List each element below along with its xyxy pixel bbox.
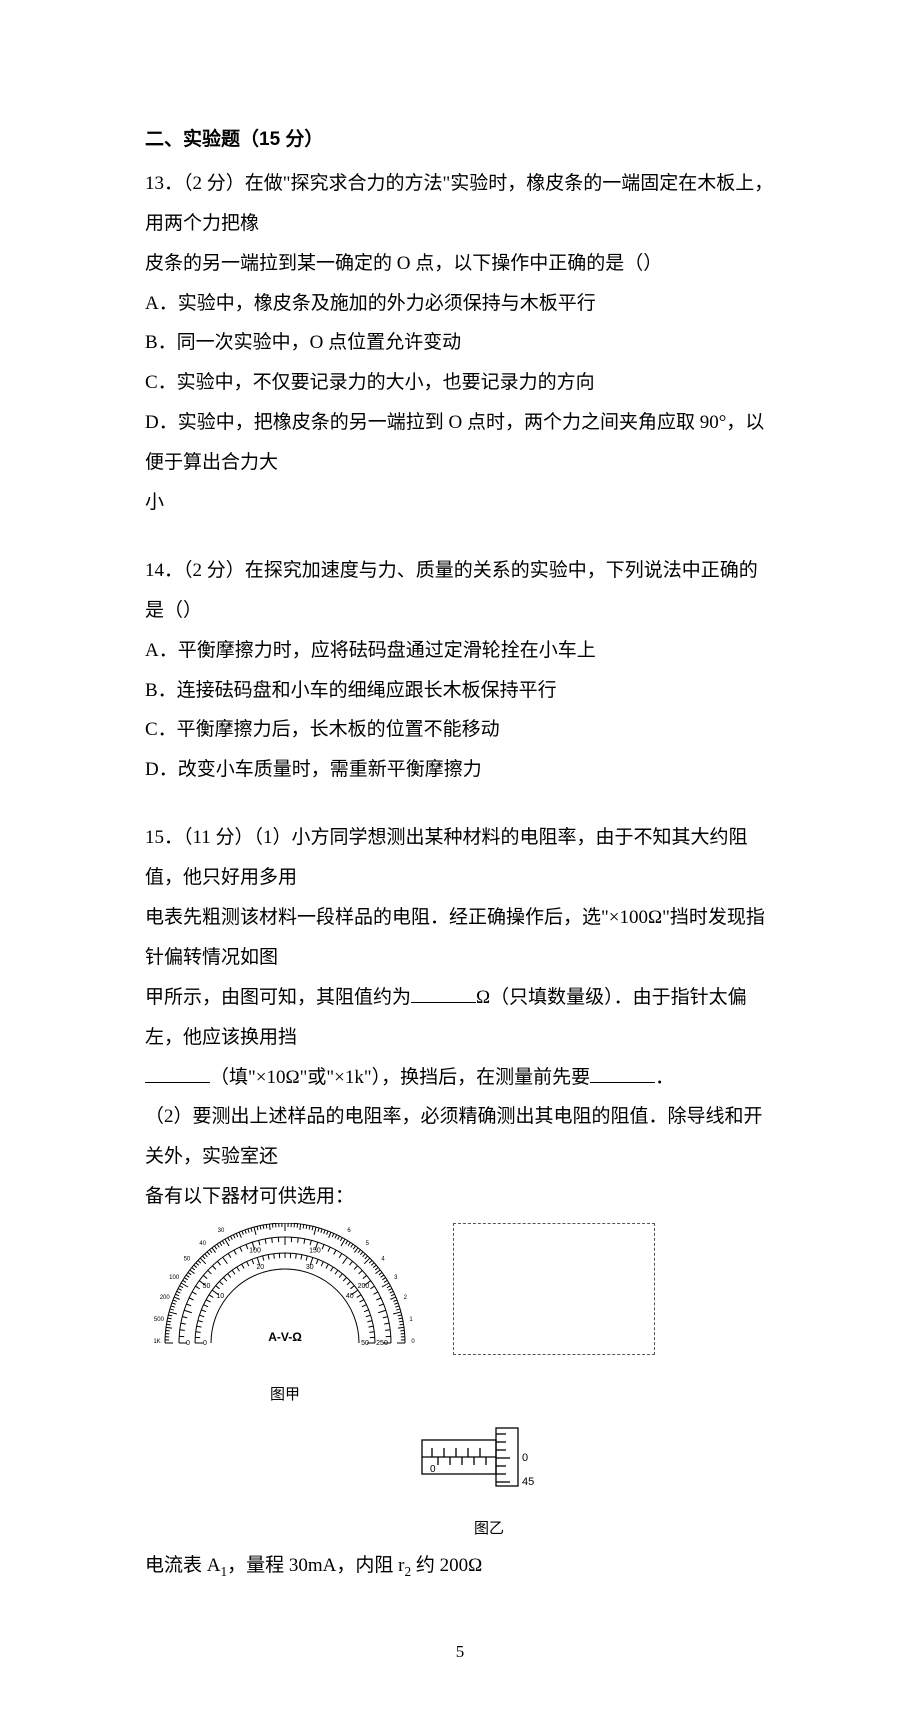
q15-p1-line3: 甲所示，由图可知，其阻值约为Ω（只填数量级）．由于指针太偏左，他应该换用挡	[145, 978, 775, 1058]
svg-text:50: 50	[203, 1283, 211, 1290]
svg-text:150: 150	[309, 1248, 321, 1255]
svg-text:40: 40	[199, 1241, 206, 1247]
figure-row: A-V-Ω 1K5002001005040302520151086543210 …	[145, 1223, 775, 1411]
q14-stem: 14．（2 分）在探究加速度与力、质量的关系的实验中，下列说法中正确的是（）	[145, 551, 775, 631]
svg-text:0: 0	[411, 1339, 415, 1345]
blank-range-choice	[145, 1061, 210, 1083]
q13-option-c: C．实验中，不仅要记录力的大小，也要记录力的方向	[145, 363, 775, 403]
svg-text:200: 200	[160, 1295, 171, 1301]
meter-center-label: A-V-Ω	[268, 1330, 302, 1344]
svg-text:40: 40	[346, 1293, 354, 1300]
micrometer-thimble-0: 0	[522, 1452, 528, 1464]
a1-sub: 1	[220, 1564, 227, 1579]
q14-option-b: B．连接砝码盘和小车的细绳应跟长木板保持平行	[145, 671, 775, 711]
q14-option-a: A．平衡摩擦力时，应将砝码盘通过定滑轮拴在小车上	[145, 631, 775, 671]
q13-stem-line2: 皮条的另一端拉到某一确定的 O 点，以下操作中正确的是（）	[145, 244, 775, 284]
micrometer-caption: 图乙	[203, 1514, 775, 1546]
a1-sub2: 2	[404, 1564, 411, 1579]
blank-resistance-order	[411, 981, 476, 1003]
blank-pre-measure-step	[590, 1061, 655, 1083]
multimeter-caption: 图甲	[145, 1380, 425, 1412]
svg-text:50: 50	[184, 1257, 191, 1263]
multimeter-figure: A-V-Ω 1K5002001005040302520151086543210 …	[145, 1223, 425, 1411]
svg-text:1K: 1K	[153, 1339, 160, 1345]
question-15: 15．（11 分）（1）小方同学想测出某种材料的电阻率，由于不知其大约阻值，他只…	[145, 818, 775, 1586]
q15-p2-line2: 备有以下器材可供选用：	[145, 1177, 775, 1217]
svg-text:8: 8	[327, 1223, 331, 1225]
question-13: 13．（2 分）在做"探究求合力的方法"实验时，橡皮条的一端固定在木板上，用两个…	[145, 164, 775, 523]
q15-apparatus-ammeter: 电流表 A1，量程 30mA，内阻 r2 约 200Ω	[145, 1546, 775, 1586]
q13-stem-line1: 13．（2 分）在做"探究求合力的方法"实验时，橡皮条的一端固定在木板上，用两个…	[145, 164, 775, 244]
q15-p1d-mid: （填"×10Ω"或"×1k"），换挡后，在测量前先要	[210, 1067, 590, 1088]
svg-text:0: 0	[203, 1340, 207, 1347]
svg-text:6: 6	[347, 1228, 351, 1234]
svg-text:200: 200	[358, 1283, 370, 1290]
svg-text:50: 50	[361, 1340, 369, 1347]
svg-text:0: 0	[186, 1340, 190, 1347]
section-title: 二、实验题（15 分）	[145, 120, 775, 160]
micrometer-thimble-45: 45	[522, 1476, 534, 1488]
q13-option-b: B．同一次实验中，O 点位置允许变动	[145, 323, 775, 363]
a1-end: 约 200Ω	[411, 1555, 482, 1576]
q15-p1-line1: 15．（11 分）（1）小方同学想测出某种材料的电阻率，由于不知其大约阻值，他只…	[145, 818, 775, 898]
page-number: 5	[145, 1634, 775, 1670]
q13-option-d-line2: 小	[145, 483, 775, 523]
q14-option-c: C．平衡摩擦力后，长木板的位置不能移动	[145, 710, 775, 750]
svg-text:30: 30	[306, 1264, 314, 1271]
svg-text:250: 250	[376, 1340, 388, 1347]
q15-p1-line4: （填"×10Ω"或"×1k"），换挡后，在测量前先要 ．	[145, 1058, 775, 1098]
q15-p1d-end: ．	[655, 1067, 674, 1088]
q13-option-a: A．实验中，橡皮条及施加的外力必须保持与木板平行	[145, 284, 775, 324]
question-14: 14．（2 分）在探究加速度与力、质量的关系的实验中，下列说法中正确的是（） A…	[145, 551, 775, 790]
micrometer-icon: 0 0 45	[414, 1420, 564, 1498]
svg-text:5: 5	[366, 1241, 370, 1247]
a1-pre: 电流表 A	[145, 1555, 220, 1576]
q15-p1c-pre: 甲所示，由图可知，其阻值约为	[145, 987, 411, 1008]
micrometer-barrel-zero: 0	[430, 1464, 436, 1475]
svg-text:30: 30	[218, 1228, 225, 1234]
q15-p1-line2: 电表先粗测该材料一段样品的电阻．经正确操作后，选"×100Ω"挡时发现指针偏转情…	[145, 898, 775, 978]
q13-option-d-line1: D．实验中，把橡皮条的另一端拉到 O 点时，两个力之间夹角应取 90°，以便于算…	[145, 403, 775, 483]
svg-text:10: 10	[216, 1293, 224, 1300]
q15-p2-line1: （2）要测出上述样品的电阻率，必须精确测出其电阻的阻值．除导线和开关外，实验室还	[145, 1097, 775, 1177]
svg-text:100: 100	[169, 1275, 180, 1281]
svg-text:500: 500	[154, 1317, 165, 1323]
svg-text:25: 25	[238, 1223, 245, 1225]
answer-drawing-box	[453, 1223, 655, 1355]
svg-text:100: 100	[249, 1248, 261, 1255]
micrometer-figure: 0 0 45 图乙	[203, 1420, 775, 1546]
svg-text:20: 20	[256, 1264, 264, 1271]
svg-text:4: 4	[381, 1257, 385, 1263]
q14-option-d: D．改变小车质量时，需重新平衡摩擦力	[145, 750, 775, 790]
svg-text:1: 1	[409, 1317, 413, 1323]
svg-text:3: 3	[394, 1275, 398, 1281]
a1-mid: ，量程 30mA，内阻 r	[227, 1555, 404, 1576]
svg-text:2: 2	[404, 1295, 408, 1301]
multimeter-dial-icon: A-V-Ω 1K5002001005040302520151086543210 …	[145, 1223, 425, 1363]
